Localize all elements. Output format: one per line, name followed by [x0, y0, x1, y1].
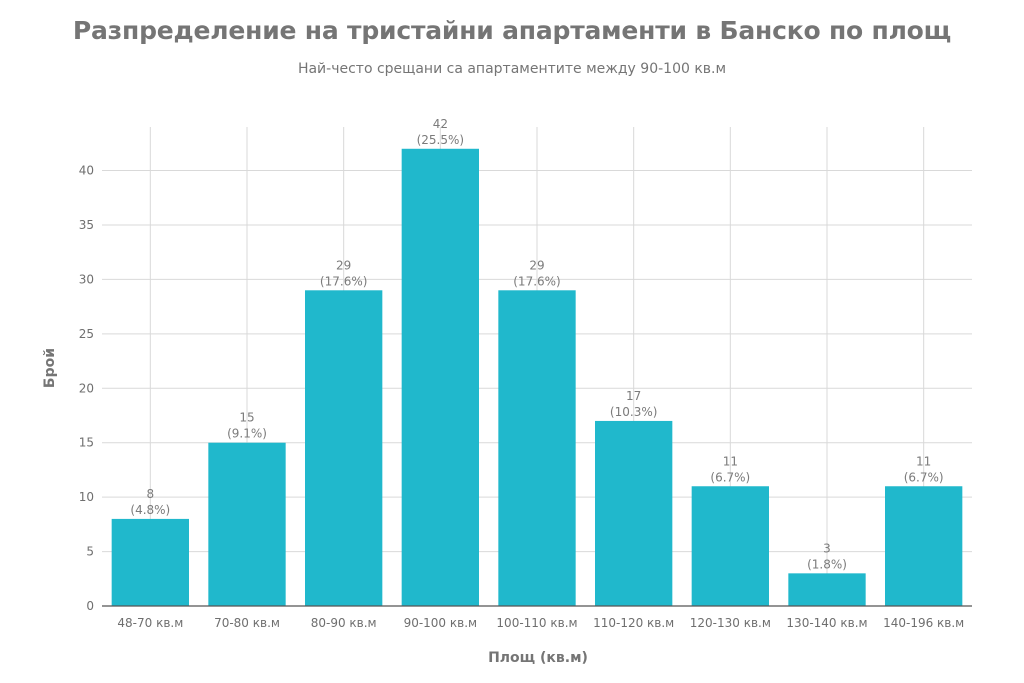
bar-percent-label: (6.7%) [710, 470, 750, 484]
bar [208, 442, 286, 606]
y-tick-label: 20 [79, 381, 94, 395]
bar-percent-label: (17.6%) [513, 274, 560, 288]
bar-percent-label: (25.5%) [417, 133, 464, 147]
bar-value-label: 3 [823, 541, 831, 555]
bar [111, 518, 189, 606]
bar-value-label: 17 [626, 389, 641, 403]
bar-value-label: 29 [336, 258, 351, 272]
bar [885, 486, 963, 606]
bar-percent-label: (9.1%) [227, 427, 267, 441]
bar-value-label: 8 [147, 487, 155, 501]
bar-percent-label: (1.8%) [807, 557, 847, 571]
bar-percent-label: (10.3%) [610, 405, 657, 419]
x-tick-label: 70-80 кв.м [214, 616, 280, 630]
x-tick-label: 80-90 кв.м [311, 616, 377, 630]
x-tick-label: 130-140 кв.м [786, 616, 867, 630]
bars-layer [111, 148, 963, 607]
bar-value-label: 29 [529, 258, 544, 272]
bar-value-label: 11 [916, 454, 931, 468]
y-axis-title: Брой [42, 348, 58, 388]
x-tick-label: 110-120 кв.м [593, 616, 674, 630]
x-tick-label: 48-70 кв.м [117, 616, 183, 630]
x-tick-label: 100-110 кв.м [496, 616, 577, 630]
y-tick-label: 35 [79, 218, 94, 232]
bar [788, 573, 866, 606]
x-tick-label: 140-196 кв.м [883, 616, 964, 630]
bar-value-label: 15 [239, 411, 254, 425]
bar [595, 420, 673, 606]
y-tick-label: 30 [79, 272, 94, 286]
y-tick-label: 15 [79, 436, 94, 450]
bar [498, 290, 576, 606]
x-tick-label: 120-130 кв.м [690, 616, 771, 630]
y-tick-label: 5 [86, 545, 94, 559]
data-labels-layer: 8 (4.8%) 15 (9.1%) 29 (17.6%) 42 (25.5%) 29 (17.6… [130, 117, 943, 572]
x-tick-label: 90-100 кв.м [404, 616, 478, 630]
axis-layer: 0 5 10 15 20 25 30 35 40 48-70 кв.м 70-80 кв.м 80-9… [79, 164, 972, 630]
y-tick-label: 0 [86, 599, 94, 613]
x-axis-title: Площ (кв.м) [488, 650, 588, 666]
y-tick-label: 10 [79, 490, 94, 504]
chart-title: Разпределение на тристайни апартаменти в… [72, 16, 952, 45]
bar-value-label: 11 [723, 454, 738, 468]
y-tick-label: 25 [79, 327, 94, 341]
bar-percent-label: (6.7%) [904, 470, 944, 484]
y-tick-label: 40 [79, 164, 94, 178]
bar-percent-label: (17.6%) [320, 274, 367, 288]
bar-value-label: 42 [433, 117, 448, 131]
chart-subtitle: Най-често срещани са апартаментите между… [297, 61, 727, 77]
bar-percent-label: (4.8%) [130, 503, 170, 517]
bar [305, 290, 383, 606]
bar [401, 148, 479, 607]
bar [691, 486, 769, 606]
